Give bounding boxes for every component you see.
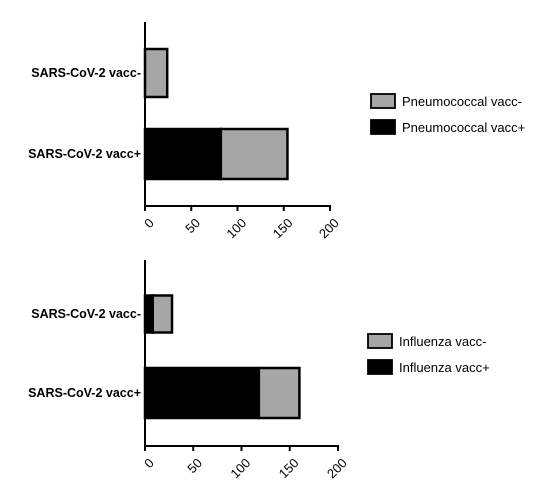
category-label: SARS-CoV-2 vacc-: [31, 66, 141, 80]
category-label: SARS-CoV-2 vacc-: [31, 307, 141, 321]
x-tick-label: 200: [316, 215, 342, 241]
x-tick-label: 50: [182, 215, 203, 236]
category-label: SARS-CoV-2 vacc+: [28, 386, 141, 400]
legend-swatch: [367, 359, 393, 375]
chart-2: SARS-CoV-2 vacc- SARS-CoV-2 vacc+ 0 50 100 15…: [28, 260, 490, 481]
legend-swatch: [370, 119, 396, 135]
legend-swatch: [367, 333, 393, 349]
bar-influenza-vacc--2: [257, 366, 301, 420]
x-tick-label: 100: [227, 455, 253, 481]
bar-influenza-vacc--1: [151, 294, 174, 334]
legend-label: Influenza vacc+: [399, 360, 490, 375]
x-tick-label: 100: [223, 215, 249, 241]
x-tick-label: 50: [184, 455, 205, 476]
x-tick-label: 150: [276, 455, 302, 481]
bar-pneumococcal-vacc--2: [219, 127, 289, 181]
bar-influenza-vacc--2: [143, 366, 261, 420]
bar-pneumococcal-vacc--2: [143, 127, 223, 181]
bar-pneumococcal-vacc--1: [143, 47, 169, 99]
legend-label: Pneumococcal vacc+: [402, 120, 525, 135]
x-tick-label: 150: [270, 215, 296, 241]
x-tick-label: 0: [141, 455, 157, 471]
category-label: SARS-CoV-2 vacc+: [28, 147, 141, 161]
x-tick-label: 200: [324, 455, 350, 481]
legend-label: Pneumococcal vacc-: [402, 94, 522, 109]
x-tick-label: 0: [141, 215, 157, 231]
legend-swatch: [370, 93, 396, 109]
legend-label: Influenza vacc-: [399, 334, 486, 349]
chart-1: SARS-CoV-2 vacc- SARS-CoV-2 vacc+ 0 50 100 15…: [28, 22, 525, 241]
